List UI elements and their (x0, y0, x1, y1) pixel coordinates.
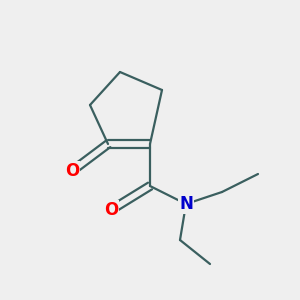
Text: O: O (104, 201, 118, 219)
Text: N: N (179, 195, 193, 213)
Text: O: O (65, 162, 79, 180)
